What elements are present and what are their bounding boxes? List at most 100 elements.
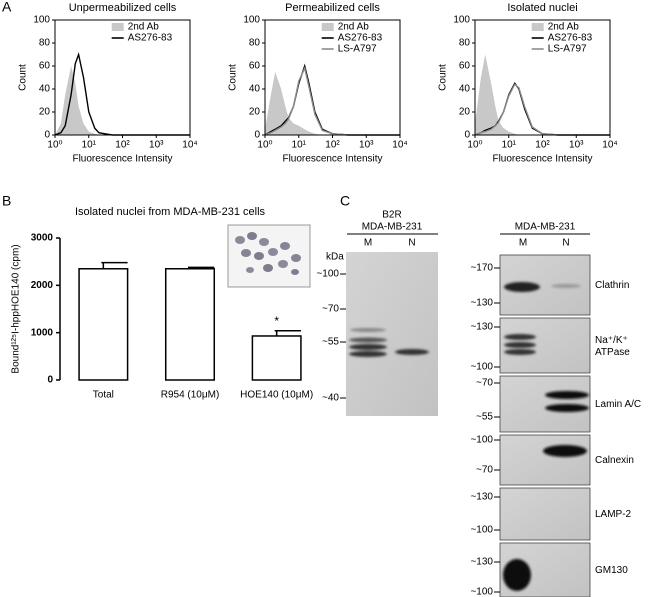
marker-label: ~130 — [470, 492, 493, 503]
kda-label: kDa — [326, 252, 344, 263]
blot-image — [346, 252, 438, 416]
blot-strip — [499, 375, 591, 433]
error-bar — [188, 266, 215, 269]
y-axis-label: Count — [228, 64, 239, 91]
panel-letter: A — [2, 0, 12, 15]
blot-header: B2R — [382, 210, 401, 221]
y-axis-label: Count — [18, 64, 29, 91]
row-label: GM130 — [595, 565, 628, 576]
y-tick-label: 0 — [254, 130, 260, 141]
lane-label: N — [562, 238, 569, 249]
legend-label: LS-A797 — [548, 44, 587, 55]
chart-title: Permeabilized cells — [285, 2, 380, 14]
y-tick-label: 80 — [459, 38, 471, 49]
y-tick-label: 0 — [44, 130, 50, 141]
significance-mark: * — [274, 314, 279, 328]
lane-label: M — [364, 238, 372, 249]
legend-swatch — [531, 23, 544, 31]
y-tick-label: 60 — [459, 61, 471, 72]
x-tick-label: 10² — [115, 140, 130, 151]
marker-label: ~55 — [476, 412, 493, 423]
x-tick-label: 10³ — [359, 140, 374, 151]
marker-label: ~130 — [470, 322, 493, 333]
row-label: Clathrin — [595, 280, 630, 291]
cell-line: MDA-MB-231 — [362, 222, 423, 233]
y-tick-label: 40 — [39, 84, 51, 95]
error-bar — [101, 261, 128, 269]
y-tick-label: 2000 — [31, 280, 54, 291]
y-tick-label: 40 — [459, 84, 471, 95]
legend-label: AS276-83 — [338, 33, 383, 44]
blot-band — [504, 282, 540, 292]
row-label: Calnexin — [595, 455, 634, 466]
y-axis-label: Bound¹²⁵I-hppHOE140 (cpm) — [11, 244, 22, 373]
marker-label: ~130 — [470, 557, 493, 568]
blot-band — [504, 342, 536, 348]
marker-label: ~100 — [316, 269, 339, 280]
legend-label: 2nd Ab — [128, 22, 160, 33]
marker-label: ~100 — [470, 435, 493, 446]
histogram-area — [265, 71, 400, 135]
bar — [251, 335, 302, 381]
y-tick-label: 3000 — [31, 233, 54, 244]
y-tick-label: 100 — [243, 15, 260, 26]
y-tick-label: 60 — [39, 61, 51, 72]
y-tick-label: 20 — [249, 107, 261, 118]
marker-label: ~100 — [470, 362, 493, 373]
legend-label: LS-A797 — [338, 44, 377, 55]
blot-band — [543, 445, 587, 457]
legend-label: AS276-83 — [128, 33, 173, 44]
panel-letter: C — [340, 193, 350, 209]
row-label-box: Clathrin — [595, 280, 630, 291]
legend-swatch — [321, 23, 334, 31]
legend-swatch — [111, 23, 124, 31]
panel-letter: B — [2, 193, 11, 209]
histogram-area — [475, 54, 610, 135]
x-tick-label: 10⁴ — [392, 140, 407, 151]
chart-title: Isolated nuclei — [507, 2, 577, 14]
histogram-area — [55, 66, 190, 135]
x-tick-label: 10⁰ — [257, 140, 272, 151]
x-tick-label: R954 (10μM) — [161, 390, 220, 401]
x-axis-label: Fluorescence Intensity — [282, 154, 382, 165]
histogram-line — [264, 66, 400, 136]
marker-label: ~130 — [470, 298, 493, 309]
y-tick-label: 20 — [39, 107, 51, 118]
marker-ticks — [340, 273, 346, 399]
row-label-box: LAMP-2 — [595, 509, 632, 520]
y-tick-label: 80 — [249, 38, 261, 49]
histogram-line — [474, 83, 610, 136]
marker-label: ~40 — [322, 393, 339, 404]
blot-strip — [499, 434, 591, 486]
marker-label: ~70 — [322, 304, 339, 315]
legend-label: 2nd Ab — [338, 22, 370, 33]
blot-band — [504, 334, 536, 340]
x-tick-label: 10¹ — [82, 140, 97, 151]
x-tick-label: 10⁰ — [47, 140, 62, 151]
blot-band — [545, 391, 589, 399]
y-axis-label: Count — [438, 64, 449, 91]
y-tick-label: 1000 — [31, 327, 54, 338]
chart-title: Unpermeabilized cells — [69, 2, 177, 14]
y-tick-label: 40 — [249, 84, 261, 95]
x-axis-label: Fluorescence Intensity — [72, 154, 172, 165]
row-label-box: GM130 — [595, 565, 628, 576]
cell-line: MDA-MB-231 — [515, 222, 576, 233]
row-label-box: Lamin A/C — [595, 399, 641, 410]
x-tick-label: 10⁴ — [602, 140, 617, 151]
legend-label: 2nd Ab — [548, 22, 580, 33]
row-label-box: Na⁺/K⁺ ATPase — [595, 334, 630, 358]
x-tick-label: 10⁴ — [182, 140, 197, 151]
x-tick-label: 10⁰ — [467, 140, 482, 151]
row-label-box: Calnexin — [595, 455, 634, 466]
lane-label: N — [408, 238, 415, 249]
chart-title: Isolated nuclei from MDA-MB-231 cells — [75, 206, 266, 218]
blot-band — [504, 349, 536, 355]
inset-image — [227, 224, 311, 288]
row-label: LAMP-2 — [595, 509, 632, 520]
lane-label: M — [519, 238, 527, 249]
marker-label: ~70 — [476, 378, 493, 389]
x-tick-label: 10³ — [569, 140, 584, 151]
row-label: Na⁺/K⁺ ATPase — [595, 334, 630, 358]
